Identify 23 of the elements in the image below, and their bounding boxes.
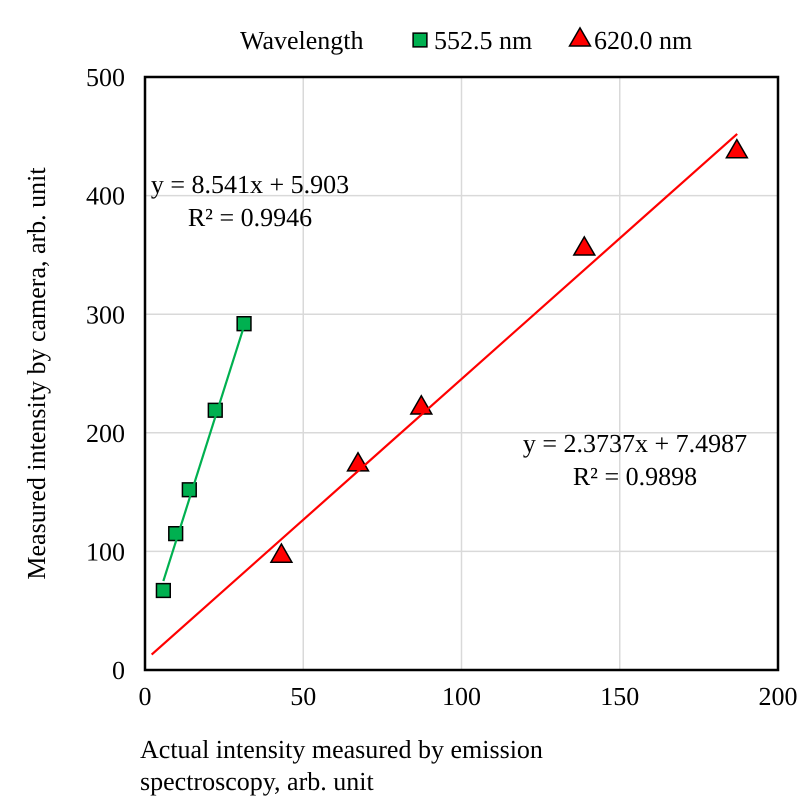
annotation: R² = 0.9898	[572, 462, 698, 491]
point	[573, 236, 596, 256]
x-axis-title: Actual intensity measured by emission spectroscopy, arb. unit	[140, 735, 543, 796]
y-tick-label: 200	[86, 418, 125, 448]
y-tick-label: 300	[86, 300, 125, 330]
annotation: R² = 0.9946	[188, 203, 312, 232]
x-tick-label: 100	[442, 682, 481, 711]
y-tick-label: 100	[86, 538, 125, 566]
x-tick-label: 200	[758, 682, 798, 711]
legend-title: Wavelength	[240, 26, 364, 56]
legend-label: 552.5 nm	[434, 26, 532, 56]
legend-label: 620.0 nm	[594, 26, 692, 56]
y-tick-label: 500	[86, 63, 125, 92]
point	[726, 138, 748, 159]
annotation: y = 8.541x + 5.903	[150, 170, 350, 199]
x-tick-label: 0	[138, 682, 152, 711]
y-tick-label: 400	[86, 182, 125, 211]
x-tick-label: 150	[600, 682, 640, 711]
y-axis-title: Measured intensity by camera, arb. unit	[22, 166, 51, 580]
x-tick-label: 50	[290, 682, 316, 711]
y-tick-label: 0	[112, 656, 125, 686]
annotation: y = 2.3737x + 7.4987	[522, 429, 748, 458]
point	[156, 582, 171, 598]
